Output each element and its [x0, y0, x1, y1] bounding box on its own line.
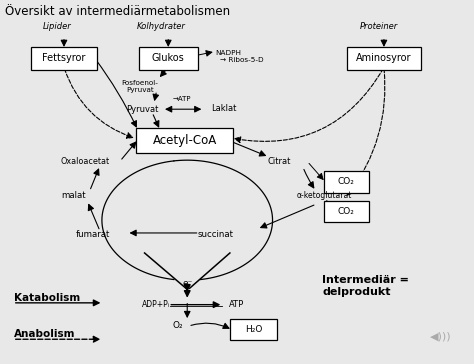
FancyBboxPatch shape — [138, 47, 198, 70]
Text: succinat: succinat — [198, 230, 234, 239]
FancyBboxPatch shape — [136, 128, 233, 153]
Text: Anabolism: Anabolism — [14, 329, 76, 339]
Text: → Ribos-5-D: → Ribos-5-D — [220, 57, 264, 63]
Text: Proteiner: Proteiner — [360, 22, 398, 31]
Text: ◀))): ◀))) — [430, 332, 452, 342]
Text: →ATP: →ATP — [173, 96, 191, 102]
Text: Lipider: Lipider — [43, 22, 71, 31]
Text: Oxaloacetat: Oxaloacetat — [61, 158, 110, 166]
Text: Acetyl-CoA: Acetyl-CoA — [153, 134, 217, 147]
Text: e⁻: e⁻ — [182, 279, 192, 288]
Text: H₂O: H₂O — [245, 325, 262, 334]
Text: Citrat: Citrat — [268, 157, 291, 166]
Text: Glukos: Glukos — [152, 53, 185, 63]
FancyBboxPatch shape — [230, 319, 277, 340]
Text: Fettsyror: Fettsyror — [42, 53, 86, 63]
Text: Pyruvat: Pyruvat — [126, 105, 158, 114]
Text: α-ketoglutarat: α-ketoglutarat — [296, 191, 352, 200]
Text: CO₂: CO₂ — [337, 207, 355, 215]
Text: ATP: ATP — [229, 300, 245, 309]
Text: ADP+Pᵢ: ADP+Pᵢ — [142, 300, 171, 309]
FancyBboxPatch shape — [31, 47, 97, 70]
Text: CO₂: CO₂ — [337, 178, 355, 186]
Text: fumarat: fumarat — [75, 230, 109, 239]
Text: Laklat: Laklat — [211, 104, 237, 112]
FancyBboxPatch shape — [347, 47, 421, 70]
Text: Fosfoenol-
Pyruvat: Fosfoenol- Pyruvat — [121, 80, 158, 93]
Text: O₂: O₂ — [173, 321, 183, 330]
Text: NADPH: NADPH — [216, 50, 242, 56]
Text: Katabolism: Katabolism — [14, 293, 81, 303]
Text: Aminosyror: Aminosyror — [356, 53, 412, 63]
Text: Intermediär =
delprodukt: Intermediär = delprodukt — [322, 275, 409, 297]
FancyBboxPatch shape — [323, 201, 368, 222]
Text: malat: malat — [61, 191, 86, 200]
Text: Kolhydrater: Kolhydrater — [137, 22, 186, 31]
FancyBboxPatch shape — [323, 171, 368, 193]
Text: Översikt av intermediärmetabolismen: Översikt av intermediärmetabolismen — [5, 5, 230, 19]
